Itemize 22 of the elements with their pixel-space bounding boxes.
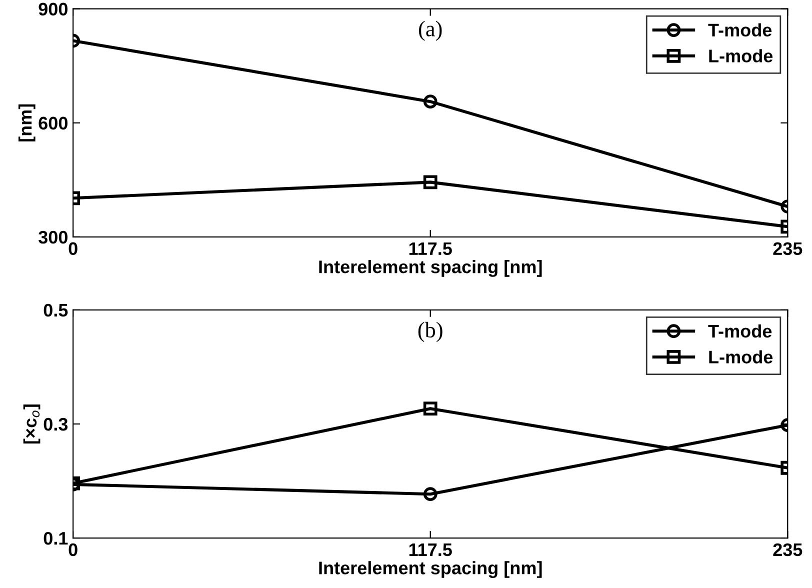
x-tick-label: 117.5: [409, 544, 452, 556]
y-tick-label: 600: [38, 116, 68, 130]
x-tick-label: 0: [68, 543, 78, 556]
x-tick-label: 235: [773, 543, 802, 556]
y-tick-label: 0.5: [44, 304, 68, 317]
legend-label: T-mode: [708, 23, 772, 37]
y-tick-label: 0.1: [44, 532, 68, 545]
legend-label: L-mode: [709, 350, 773, 364]
legend-label: T-mode: [708, 324, 772, 338]
annotation: (a): [419, 20, 442, 41]
annotation: (b): [418, 322, 442, 342]
x-axis-title: Interelement spacing [nm]: [319, 561, 542, 578]
y-axis-title: [×c$_{o}$]: [23, 404, 40, 444]
y-tick-label: 300: [38, 230, 68, 244]
x-tick-label: 0: [68, 242, 78, 256]
legend-label: L-mode: [709, 49, 773, 62]
y-axis-title: [nm]: [18, 104, 36, 142]
x-tick-label: 235: [773, 242, 802, 256]
x-axis-title: Interelement spacing [nm]: [319, 260, 542, 277]
y-tick-label: 900: [38, 2, 68, 16]
x-tick-label: 117.5: [409, 242, 452, 256]
y-tick-label: 0.3: [44, 418, 68, 431]
